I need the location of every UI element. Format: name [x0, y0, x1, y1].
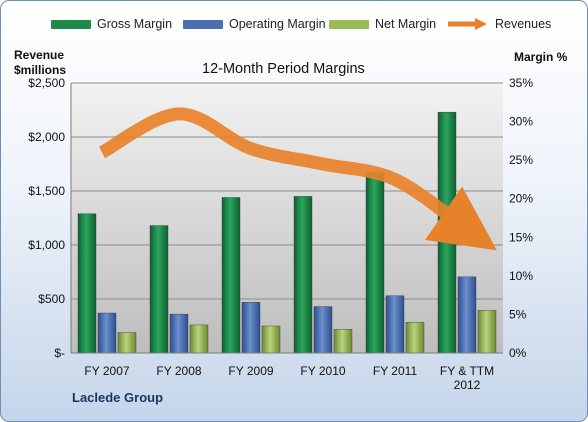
legend-item-net-margin: Net Margin — [329, 17, 436, 31]
y-right-tick-label: 15% — [509, 230, 533, 244]
bar-gross-margin — [293, 196, 313, 354]
bar-gross-margin — [365, 172, 385, 354]
x-tick-label: 2012 — [454, 378, 481, 392]
bar-net-margin — [117, 332, 137, 354]
bar-net-margin — [333, 329, 353, 354]
legend-arrow-icon — [448, 18, 487, 30]
legend-item-operating-margin: Operating Margin — [183, 17, 326, 31]
y-right-label: Margin % — [514, 50, 568, 64]
y-left-tick-label: $2,000 — [28, 130, 65, 144]
y-left-tick-label: $2,500 — [28, 76, 65, 90]
x-tick-label: FY 2010 — [300, 364, 345, 378]
bar-gross-margin — [437, 111, 457, 354]
bar-gross-margin — [77, 213, 97, 354]
legend-item-gross-margin: Gross Margin — [51, 17, 172, 31]
y-left-tick-label: $1,500 — [28, 184, 65, 198]
y-left-label-line2: $millions — [14, 63, 67, 77]
bar-net-margin — [405, 322, 425, 354]
x-tick-label: FY 2009 — [228, 364, 273, 378]
x-tick-label: FY 2011 — [373, 364, 418, 378]
x-tick-label: FY 2007 — [84, 364, 129, 378]
chart-title: 12-Month Period Margins — [202, 61, 365, 77]
x-tick-label: FY 2008 — [156, 364, 201, 378]
bar-operating-margin — [313, 306, 333, 354]
y-right-tick-label: 35% — [509, 76, 533, 90]
legend-label: Operating Margin — [229, 17, 326, 31]
company-label: Laclede Group — [72, 390, 164, 405]
y-left-tick-label: $500 — [38, 292, 65, 306]
legend-swatch-gross-margin — [51, 19, 91, 29]
y-right-tick-label: 10% — [509, 269, 533, 283]
legend-swatch-net-margin — [329, 19, 369, 29]
revenue-line — [98, 107, 497, 251]
x-tick-label: FY & TTM — [440, 364, 494, 378]
legend-label: Revenues — [495, 17, 552, 31]
legend-label: Net Margin — [375, 17, 437, 31]
bar-net-margin — [477, 310, 497, 354]
bar-net-margin — [261, 325, 281, 354]
y-right-tick-label: 30% — [509, 115, 533, 129]
legend: Gross Margin Operating Margin Net Margin… — [1, 17, 587, 35]
legend-item-revenues: Revenues — [447, 17, 551, 31]
bar-gross-margin — [221, 197, 241, 354]
bar-operating-margin — [385, 295, 405, 354]
bar-operating-margin — [241, 302, 261, 354]
legend-label: Gross Margin — [97, 17, 173, 31]
y-left-label-line1: Revenue — [14, 48, 65, 62]
bar-gross-margin — [149, 225, 169, 354]
y-right-tick-label: 20% — [509, 192, 533, 206]
legend-swatch-operating-margin — [183, 19, 223, 29]
y-left-tick-label: $1,000 — [28, 238, 65, 252]
y-right-tick-label: 0% — [509, 346, 527, 360]
y-right-tick-label: 5% — [509, 307, 527, 321]
bar-operating-margin — [169, 313, 189, 354]
bar-operating-margin — [97, 312, 117, 354]
bar-net-margin — [189, 324, 209, 354]
y-left-tick-label: $- — [54, 346, 65, 360]
y-right-tick-label: 25% — [509, 153, 533, 167]
bar-operating-margin — [457, 276, 477, 354]
